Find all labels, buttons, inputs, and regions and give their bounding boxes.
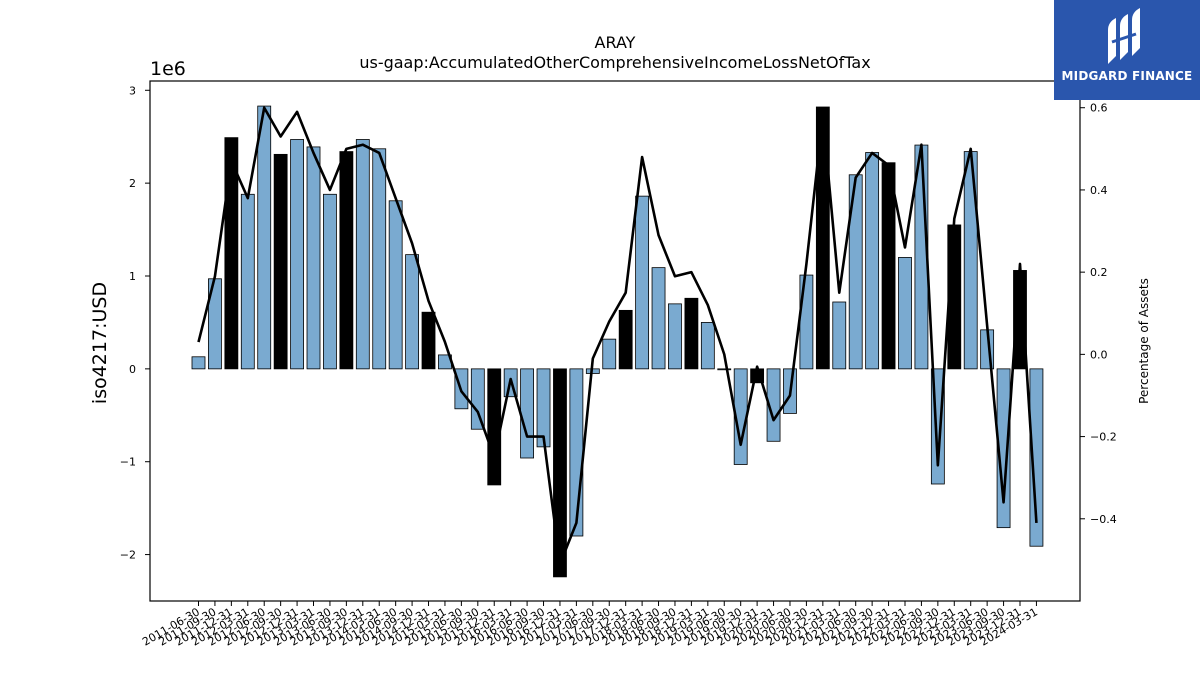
bar-2020-09-30 bbox=[799, 274, 814, 370]
y2-tick-label: −0.4 bbox=[1090, 513, 1117, 526]
y-tick-label: 2 bbox=[129, 177, 136, 190]
percent-line-layer bbox=[197, 106, 1038, 566]
y-tick-label: 0 bbox=[129, 363, 136, 376]
bar-2013-12-31 bbox=[355, 139, 370, 370]
bar-2024-03-31 bbox=[1029, 368, 1044, 547]
midgard-logo: MIDGARD FINANCE bbox=[1054, 0, 1200, 100]
y2-tick-label: 0.4 bbox=[1090, 184, 1108, 197]
bar-2022-03-31 bbox=[898, 257, 912, 370]
bar-2013-03-31 bbox=[306, 146, 321, 370]
y2-tick-label: 0.6 bbox=[1090, 102, 1108, 115]
bar-2016-12-31 bbox=[553, 368, 567, 578]
y2-axis-label: Percentage of Assets bbox=[1137, 278, 1151, 404]
bar-2016-09-30 bbox=[536, 368, 551, 448]
y-tick-label: −2 bbox=[120, 549, 136, 562]
bar-2017-12-31 bbox=[618, 309, 633, 370]
y2-tick-label: 0.0 bbox=[1090, 348, 1108, 361]
bar-2013-09-30 bbox=[339, 151, 354, 370]
bar-2012-09-30 bbox=[273, 153, 288, 370]
bar-2011-12-31 bbox=[224, 137, 239, 370]
bar-2021-09-30 bbox=[865, 152, 880, 370]
logo-text: MIDGARD FINANCE bbox=[1061, 69, 1193, 83]
bar-2020-03-31 bbox=[766, 368, 781, 442]
y-tick-label: −1 bbox=[120, 456, 136, 469]
chart-title: ARAY bbox=[595, 33, 636, 52]
bar-2015-09-30 bbox=[470, 368, 485, 430]
x-axis: 2011-06-302011-09-302011-12-312012-03-31… bbox=[140, 601, 1040, 649]
bar-2016-06-30 bbox=[520, 368, 534, 459]
bar-2023-09-30 bbox=[996, 368, 1011, 529]
bar-2018-03-31 bbox=[635, 195, 650, 370]
bar-2012-12-31 bbox=[290, 139, 304, 370]
midgard-logo-icon bbox=[1108, 8, 1140, 64]
bar-2019-03-31 bbox=[700, 322, 715, 370]
bar-2021-06-30 bbox=[848, 174, 863, 370]
bar-2012-03-31 bbox=[240, 193, 255, 370]
bar-2015-12-31 bbox=[487, 368, 502, 486]
percent-of-assets-line bbox=[197, 106, 1038, 566]
bar-2014-06-30 bbox=[388, 200, 403, 370]
chart-subtitle: us-gaap:AccumulatedOtherComprehensiveInc… bbox=[359, 53, 870, 72]
bar-2021-03-31 bbox=[832, 301, 847, 370]
right-axis: −0.4 −0.2 0.0 0.2 0.4 0.6 bbox=[1080, 102, 1117, 526]
y2-tick-label: 0.2 bbox=[1090, 266, 1108, 279]
bar-2018-09-30 bbox=[668, 303, 682, 370]
bar-2018-06-30 bbox=[651, 267, 666, 370]
y-tick-label: 1 bbox=[129, 270, 136, 283]
bar-2017-09-30 bbox=[602, 338, 617, 370]
bar-2011-06-30 bbox=[191, 356, 206, 370]
bar-2014-03-31 bbox=[372, 148, 387, 370]
bar-2014-09-30 bbox=[405, 254, 419, 370]
y-axis-label: iso4217:USD bbox=[89, 282, 111, 404]
y-offset-label: 1e6 bbox=[150, 58, 186, 80]
bar-2013-06-30 bbox=[323, 193, 337, 370]
bar-2020-12-31 bbox=[815, 106, 830, 370]
bar-2019-06-30 bbox=[717, 368, 732, 371]
y2-tick-label: −0.2 bbox=[1090, 431, 1117, 444]
bar-2021-12-31 bbox=[881, 162, 896, 370]
y-tick-label: 3 bbox=[129, 84, 136, 97]
plot-frame bbox=[149, 80, 1081, 602]
bar-2014-12-31 bbox=[421, 311, 436, 370]
bar-2018-12-31 bbox=[684, 297, 699, 370]
left-axis: −2 −1 0 1 2 3 bbox=[120, 84, 150, 562]
bar-2012-06-30 bbox=[257, 105, 272, 370]
